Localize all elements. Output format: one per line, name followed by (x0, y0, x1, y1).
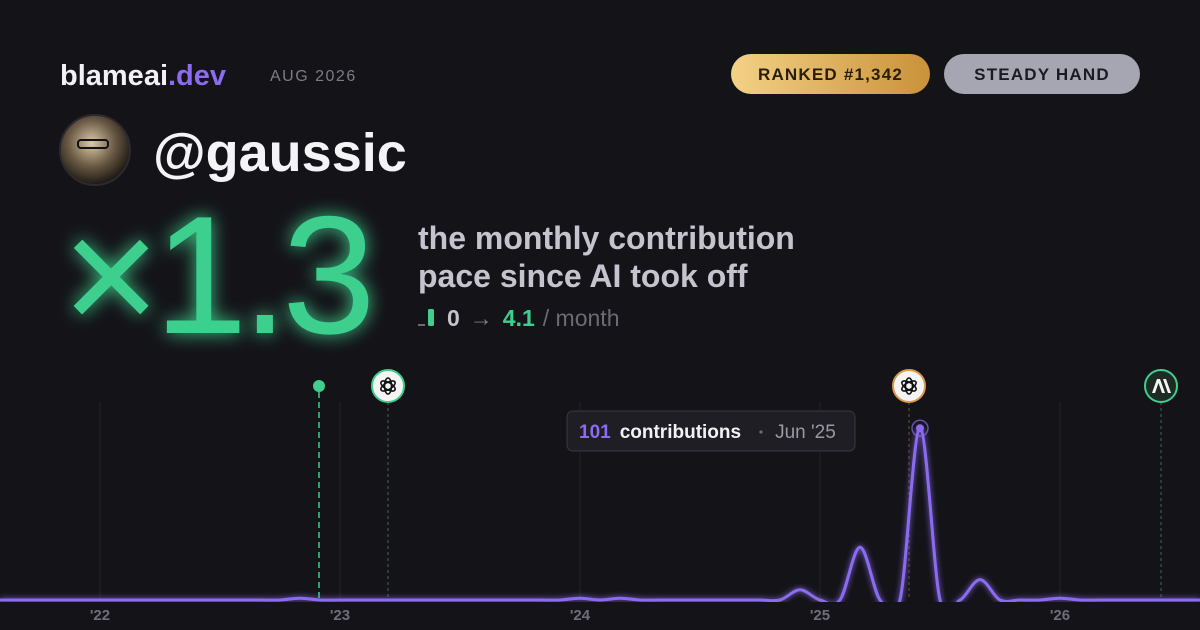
title-badge (944, 54, 1140, 94)
avatar-glasses (77, 139, 109, 149)
series-line (0, 426, 1200, 602)
logo-petal (380, 380, 396, 392)
tooltip-date: Jun '25 (775, 422, 836, 443)
tooltip-separator (759, 430, 763, 434)
event-icon (371, 369, 405, 403)
event-markers (313, 369, 1178, 600)
pace-icon-before (418, 324, 425, 326)
x-tick-label: '23 (330, 607, 350, 624)
logo-petal (901, 380, 917, 392)
brand: blameai.dev (60, 60, 226, 92)
openai-logo (901, 377, 917, 395)
tooltip-label: contributions (620, 422, 741, 443)
event-icon (892, 369, 926, 403)
x-tick-label: '24 (570, 607, 591, 624)
rank-badge (731, 54, 930, 94)
logo-petal (380, 380, 396, 392)
tooltip-text: 101 contributions Jun '25 (579, 422, 836, 443)
avatar (59, 114, 131, 186)
logo-petal (383, 377, 393, 395)
anthropic-logo (1152, 379, 1171, 393)
brand-name: blameai (60, 60, 168, 92)
period: AUG 2026 (270, 68, 357, 85)
pace: 0 → 4.1 / month (447, 305, 620, 331)
highlight-ring (911, 419, 929, 438)
openai-logo (380, 377, 396, 395)
plot: '22 '23 '24 '25 '26 (0, 402, 1200, 624)
rank-text: RANKED #1,342 (758, 65, 903, 84)
x-tick-label: '26 (1050, 607, 1070, 624)
brand-tld: .dev (168, 60, 226, 92)
pace-unit: / month (543, 305, 620, 331)
pace-icon-after (428, 309, 434, 326)
tooltip-box (566, 410, 856, 452)
tooltip-value: 101 (579, 422, 611, 443)
x-tick-label: '22 (90, 607, 110, 624)
pace-before: 0 (447, 305, 460, 331)
logo-petal (904, 377, 914, 395)
multiplier: ×1.3 (62, 181, 370, 369)
highlight-point (916, 424, 924, 433)
logo-petal (901, 380, 917, 392)
tooltip: 101 contributions Jun '25 (566, 410, 856, 452)
caption-line: pace since AI took off (418, 258, 748, 294)
handle: @gaussic (153, 123, 407, 183)
event-dot (313, 380, 325, 392)
caption-line: the monthly contribution (418, 220, 795, 256)
x-tick-label: '25 (810, 607, 830, 624)
pace-after: 4.1 (503, 305, 535, 331)
title-text: STEADY HAND (974, 65, 1110, 84)
pace-arrow: → (470, 305, 493, 331)
